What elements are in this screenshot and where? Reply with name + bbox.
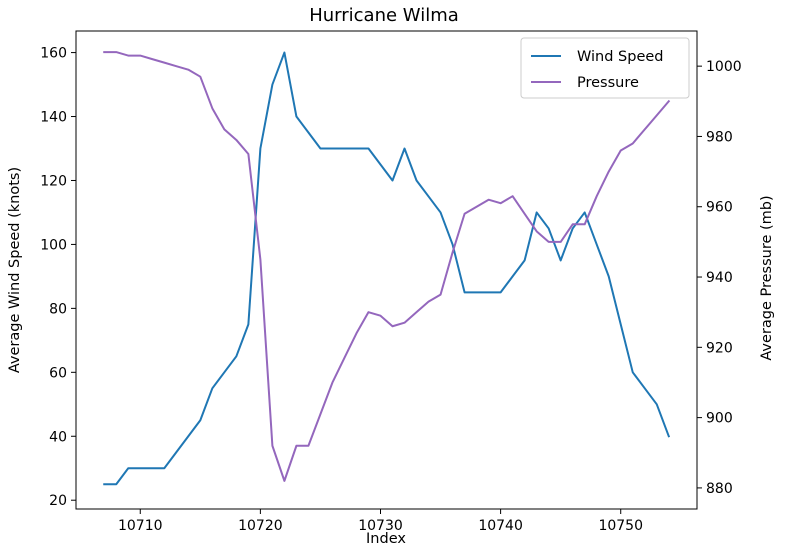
series-line-wind-speed: [103, 51, 671, 486]
y-right-axis-ticks: 880 900 920 940 960 980 1000: [697, 59, 742, 497]
plot-area: [75, 30, 698, 510]
x-tick-label: 10750: [598, 518, 643, 534]
x-tick-label: 10730: [358, 518, 403, 534]
legend-box: [520, 37, 690, 99]
y-left-tick-label: 60: [49, 365, 67, 381]
y-right-tick-label: 940: [706, 270, 733, 286]
x-tick-label: 10720: [238, 518, 283, 534]
x-axis-ticks: 10710 10720 10730 10740 10750: [118, 509, 643, 534]
x-tick-label: 10710: [118, 518, 163, 534]
y-left-tick-label: 120: [40, 173, 67, 189]
x-axis-label: Index: [366, 531, 406, 547]
plot-frame: [75, 30, 698, 510]
y-left-tick-label: 140: [40, 110, 67, 126]
y-right-tick-label: 880: [706, 481, 733, 497]
legend-label-wind-speed: Wind Speed: [577, 49, 664, 65]
y-left-axis-ticks: 20 40 60 80 100 120 140 160: [40, 46, 76, 509]
y-right-tick-label: 920: [706, 340, 733, 356]
y-right-tick-label: 960: [706, 200, 733, 216]
y-left-tick-label: 40: [49, 429, 67, 445]
y-right-tick-label: 900: [706, 411, 733, 427]
chart-title: Hurricane Wilma: [309, 5, 459, 26]
legend-label-pressure: Pressure: [577, 75, 639, 91]
series-line-pressure: [103, 51, 671, 482]
y-left-tick-label: 160: [40, 46, 67, 62]
legend: Wind Speed Pressure: [520, 37, 690, 99]
y-left-axis-label: Average Wind Speed (knots): [7, 167, 23, 373]
y-left-tick-label: 100: [40, 237, 67, 253]
y-right-axis-label: Average Pressure (mb): [759, 195, 775, 360]
y-right-tick-label: 1000: [706, 59, 742, 75]
series-layer: [103, 51, 671, 486]
x-tick-label: 10740: [478, 518, 523, 534]
y-left-tick-label: 20: [49, 493, 67, 509]
y-right-tick-label: 980: [706, 129, 733, 145]
y-left-tick-label: 80: [49, 301, 67, 317]
